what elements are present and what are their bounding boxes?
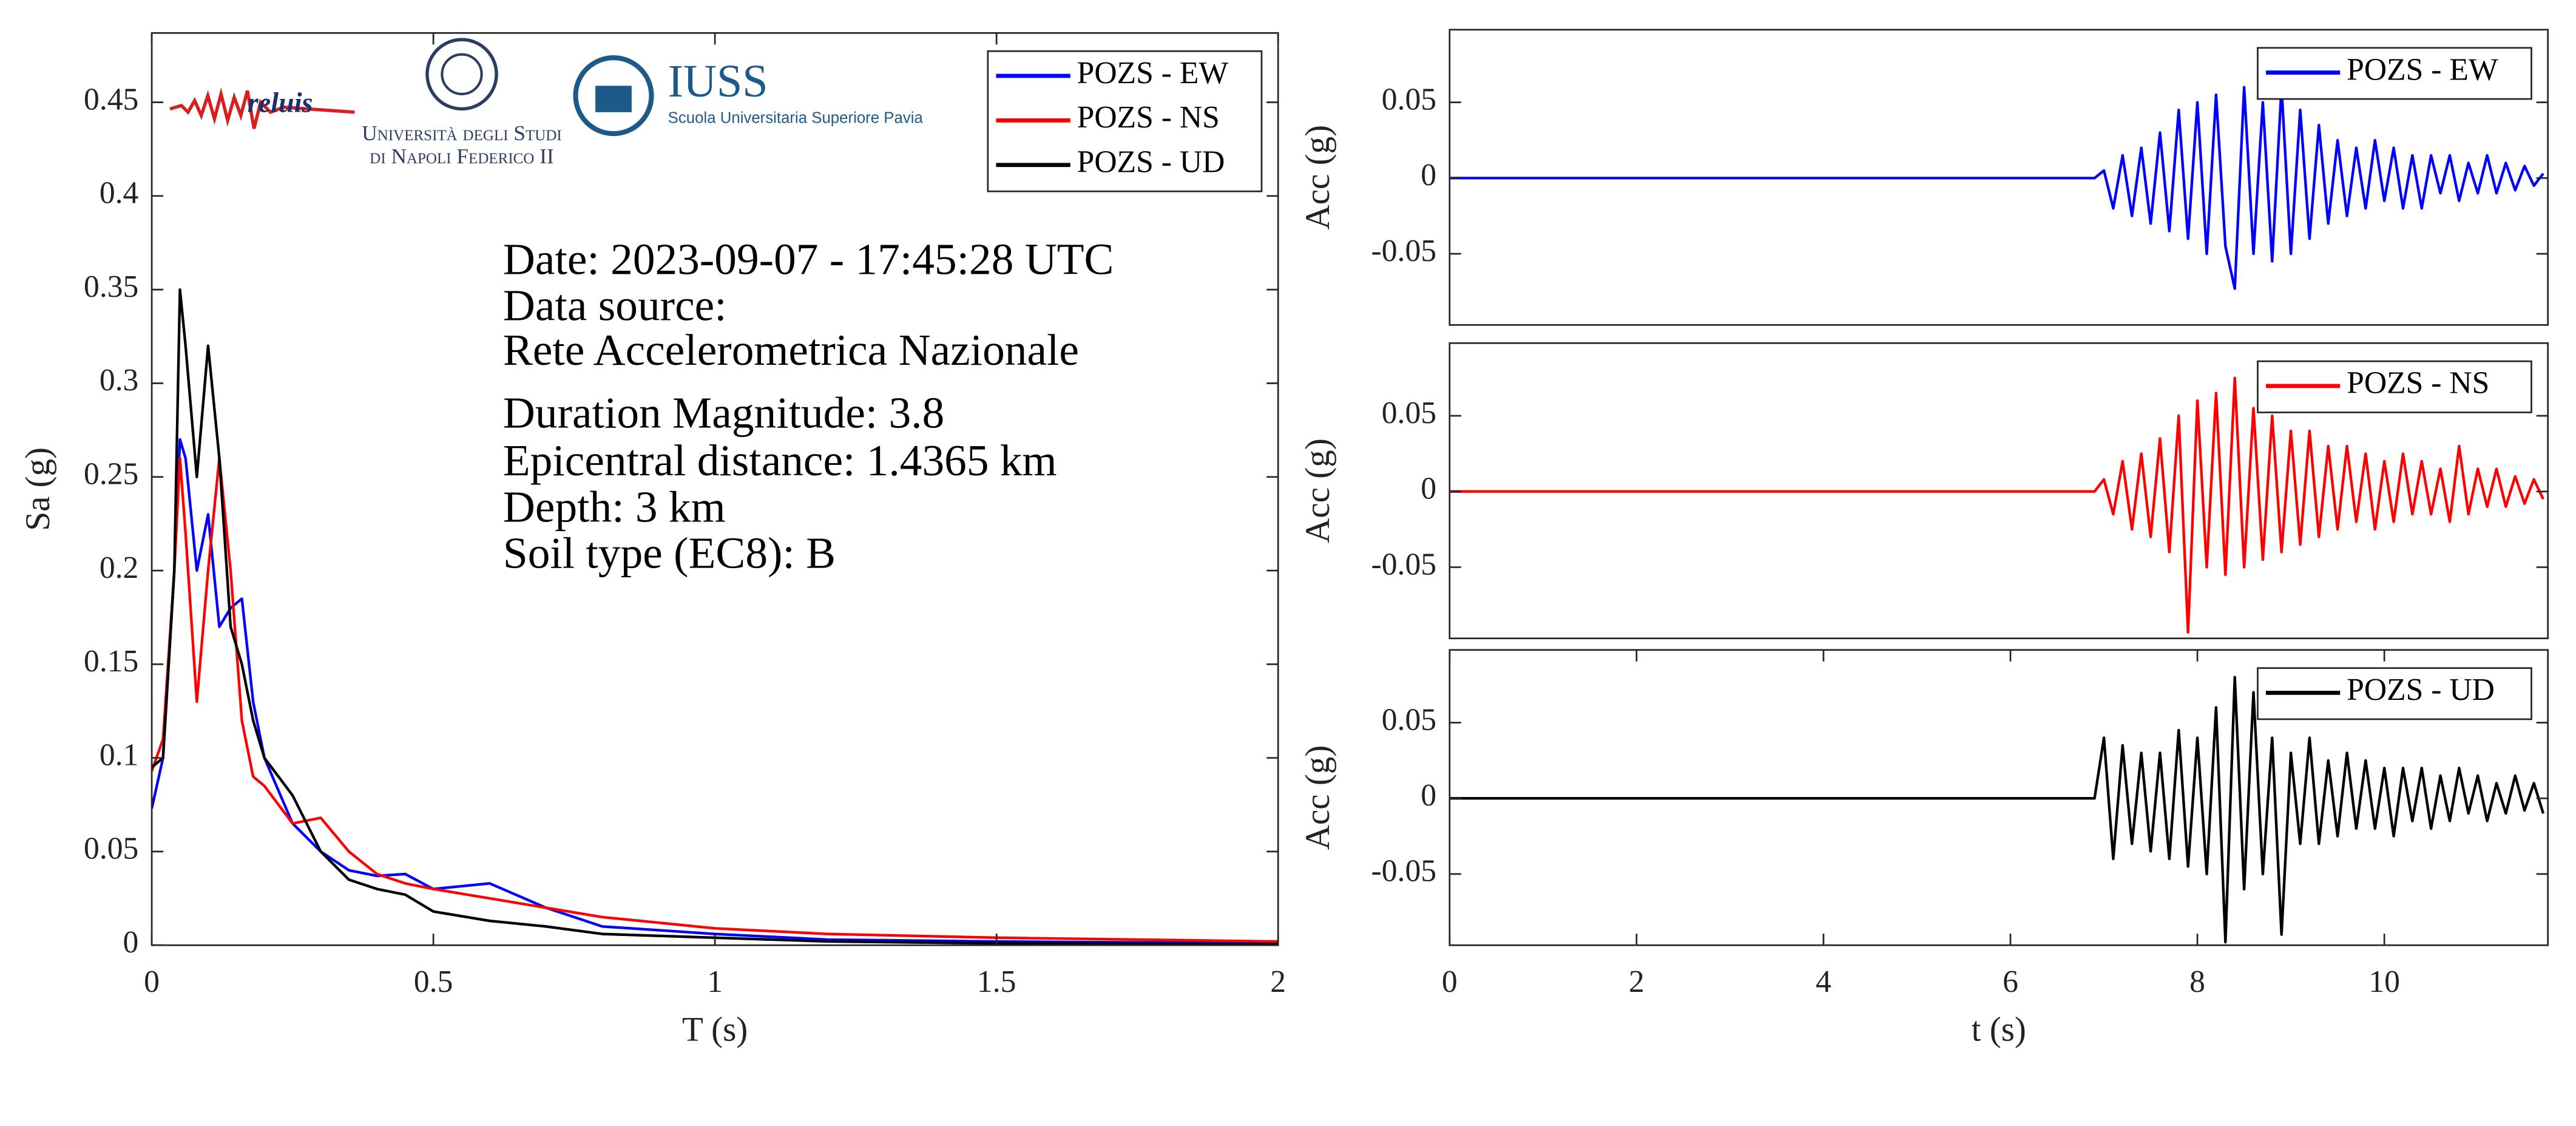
x-axis-label: T (s) [682,1010,748,1048]
series-line [152,456,1279,943]
logo-seal [425,38,498,111]
y-axis-label: Acc (g) [1299,125,1337,230]
logo-text: IUSS [668,56,768,107]
x-axis-label: t (s) [1972,1010,2026,1048]
plot-area [1449,676,2545,944]
x-tick-label: 0 [1442,965,1458,999]
y-tick-label: 0.45 [84,82,138,117]
y-tick-label: 0.05 [1382,396,1436,430]
y-tick-label: 0.4 [100,176,139,211]
x-tick-label: 0.5 [414,965,453,999]
logos [169,38,654,137]
x-tick-label: 2 [1629,965,1645,999]
y-axis-label: Acc (g) [1299,745,1337,850]
y-tick-label: 0.2 [100,551,139,585]
series-line [1449,86,2544,290]
legend-label: POZS - EW [1077,56,1229,90]
plot-area [1449,376,2544,634]
x-tick-label: 2 [1270,965,1286,999]
series-line [1449,376,2544,634]
x-tick-label: 1.5 [977,965,1016,999]
logo-text: Scuola Universitaria Superiore Pavia [668,109,924,126]
y-tick-label: 0.05 [1382,82,1436,117]
x-tick-label: 1 [707,965,723,999]
y-tick-label: 0.1 [100,738,139,772]
logo-text: reluis [248,87,313,118]
legend-label: POZS - NS [1077,100,1220,135]
y-tick-label: 0.35 [84,270,138,304]
legend-label: POZS - UD [1077,145,1225,180]
annotation: Duration Magnitude: 3.8 [503,388,944,437]
legend-label: POZS - EW [2347,52,2498,87]
legend-label: POZS - UD [2347,673,2495,707]
logo-iuss-building [595,86,632,112]
x-tick-label: 10 [2368,965,2400,999]
logo-wave [169,87,355,129]
y-tick-label: 0 [1421,472,1436,506]
x-tick-label: 8 [2189,965,2205,999]
annotation: Epicentral distance: 1.4365 km [503,436,1057,485]
x-tick-label: 4 [1816,965,1831,999]
y-tick-label: 0 [1421,158,1436,192]
logo-seal-inner [441,53,483,95]
logo-text: Università degli Studi [362,121,561,145]
y-tick-label: 0.25 [84,457,138,492]
plot-area [152,288,1279,946]
series-line [152,288,1279,946]
y-tick-label: -0.05 [1371,234,1437,268]
annotation: Depth: 3 km [503,482,726,531]
y-tick-label: 0.3 [100,363,139,398]
y-tick-label: 0.05 [84,832,138,866]
annotation: Rete Accelerometrica Nazionale [503,325,1079,375]
annotation: Data source: [503,281,727,330]
x-tick-label: 0 [144,965,160,999]
y-tick-label: 0 [123,925,139,960]
logo-iuss [573,55,654,137]
series-line [1449,676,2545,944]
y-tick-label: 0.15 [84,644,138,679]
y-tick-label: 0.05 [1382,702,1436,737]
plot-area [1449,86,2544,290]
annotation: Soil type (EC8): B [503,528,836,577]
y-tick-label: 0 [1421,778,1436,813]
y-tick-label: -0.05 [1371,547,1437,582]
legend-label: POZS - NS [2347,366,2489,401]
logo-text: di Napoli Federico II [370,144,553,168]
y-axis-label: Acc (g) [1299,438,1337,543]
y-tick-label: -0.05 [1371,854,1437,889]
x-tick-label: 6 [2003,965,2018,999]
y-axis-label: Sa (g) [19,447,57,531]
annotation: Date: 2023-09-07 - 17:45:28 UTC [503,235,1114,284]
